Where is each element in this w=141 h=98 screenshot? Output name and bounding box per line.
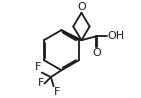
Text: OH: OH	[107, 31, 124, 41]
Text: O: O	[92, 48, 101, 58]
Text: F: F	[54, 87, 60, 97]
Text: O: O	[77, 2, 86, 12]
Text: F: F	[35, 62, 41, 72]
Text: F: F	[37, 78, 44, 88]
